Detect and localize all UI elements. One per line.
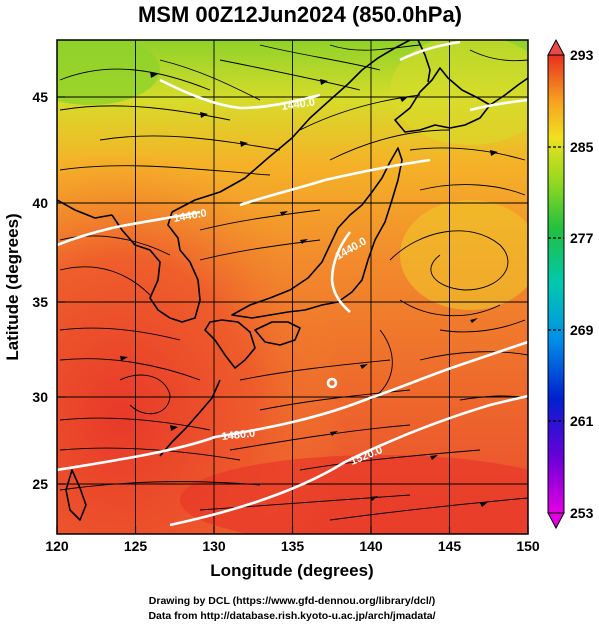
contour-1440-loop (330, 231, 352, 313)
colorbar-tick-label: 285 (570, 139, 594, 155)
map-plot-area: 1480.0 1520.0 1440.0 1440.0 1440.0 (57, 40, 528, 534)
contour-label-1480: 1480.0 (221, 428, 256, 443)
y-tick-label: 35 (32, 294, 48, 310)
contour-1440-north (159, 78, 321, 110)
coast-china (57, 199, 113, 219)
warm-region-south (180, 455, 528, 534)
colorbar-scale (547, 54, 565, 514)
x-tick-label: 150 (516, 538, 540, 554)
y-tick-label: 40 (32, 195, 48, 211)
wind-arrowheads (120, 72, 498, 507)
coastlines (57, 40, 528, 521)
coast-hokkaido (394, 67, 491, 133)
y-axis: 25 30 35 40 45 Latitude (degrees) (3, 89, 65, 492)
colorbar-top-arrow (547, 38, 565, 56)
credit-data: Data from http://database.rish.kyoto-u.a… (148, 610, 435, 622)
graticule (57, 40, 528, 534)
x-tick-label: 130 (202, 538, 226, 554)
credit-drawing: Drawing by DCL (https://www.gfd-dennou.o… (149, 595, 435, 607)
height-contours (57, 40, 528, 527)
x-tick-label: 135 (281, 538, 305, 554)
coast-honshu (231, 147, 403, 319)
y-tick-label: 25 (32, 476, 48, 492)
contour-1520 (169, 394, 528, 527)
x-tick-label: 140 (359, 538, 383, 554)
contour-east-edge (469, 98, 528, 112)
coast-kyushu (204, 319, 256, 369)
colorbar-tick-label: 293 (570, 47, 594, 63)
colorbar-tick-label: 269 (570, 322, 594, 338)
x-axis: 120 125 130 135 140 145 150 Longitude (d… (45, 526, 540, 580)
cool-region-northeast (390, 40, 528, 145)
coast-kurils (489, 77, 528, 106)
coast-taiwan (65, 469, 87, 521)
x-tick-label: 145 (438, 538, 462, 554)
contour-north-edge (399, 40, 461, 62)
contour-1440-west (57, 210, 201, 247)
coast-mainland-north (171, 40, 411, 213)
contour-label-1440-north: 1440.0 (281, 96, 316, 113)
map-title: MSM 00Z12Jun2024 (850.0hPa) (138, 2, 462, 27)
contour-1480 (57, 340, 528, 472)
coast-korea (111, 211, 201, 323)
cool-region-east (400, 200, 528, 310)
colorbar-bottom-arrow (547, 512, 565, 530)
colorbar-tick-label: 261 (570, 413, 594, 429)
y-tick-label: 30 (32, 389, 48, 405)
cool-region-northwest (57, 40, 160, 105)
y-tick-label: 45 (32, 89, 48, 105)
x-axis-label: Longitude (degrees) (210, 561, 373, 580)
wind-streamlines (59, 44, 528, 521)
contour-label-1440-west: 1440.0 (172, 207, 207, 225)
contour-1440-central (239, 158, 431, 207)
x-tick-label: 125 (124, 538, 148, 554)
coast-sakhalin (417, 40, 431, 83)
contour-closed-low (326, 377, 338, 389)
colorbar: 293 285 277 269 261 253 (547, 38, 594, 530)
y-axis-label: Latitude (degrees) (3, 213, 22, 360)
coast-ryukyu (159, 379, 221, 457)
colorbar-tick-label: 277 (570, 230, 594, 246)
coast-shikoku (254, 321, 301, 346)
x-tick-label: 120 (45, 538, 69, 554)
colorbar-tick-label: 253 (570, 505, 594, 521)
